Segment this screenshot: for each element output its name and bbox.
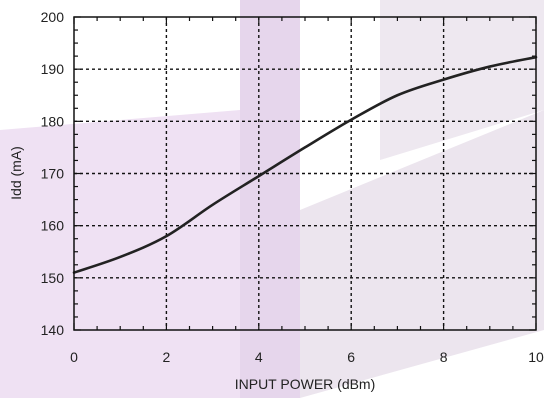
y-tick-label: 200 bbox=[41, 9, 65, 25]
y-tick-label: 150 bbox=[41, 270, 65, 286]
x-axis-label: INPUT POWER (dBm) bbox=[235, 376, 376, 392]
x-tick-label: 2 bbox=[163, 349, 171, 365]
watermark-shape-top bbox=[380, 0, 544, 160]
x-tick-label: 6 bbox=[347, 349, 355, 365]
x-tick-labels: 0 2 4 6 8 10 bbox=[70, 349, 544, 365]
series-line-idd bbox=[72, 55, 538, 274]
y-axis-label: Idd (mA) bbox=[8, 146, 24, 200]
x-tick-label: 4 bbox=[255, 349, 263, 365]
y-tick-label: 190 bbox=[41, 61, 65, 77]
x-tick-label: 8 bbox=[440, 349, 448, 365]
watermark-shape-right bbox=[300, 110, 544, 398]
y-tick-label: 140 bbox=[41, 322, 65, 338]
grid bbox=[74, 17, 536, 330]
y-tick-label: 180 bbox=[41, 113, 65, 129]
series-layer bbox=[72, 55, 538, 274]
y-tick-label: 160 bbox=[41, 218, 65, 234]
x-tick-label: 0 bbox=[70, 349, 78, 365]
y-tick-label: 170 bbox=[41, 166, 65, 182]
y-tick-labels: 140 150 160 170 180 190 200 bbox=[41, 9, 65, 338]
watermark-shape-left bbox=[0, 110, 240, 398]
watermark-shape-mid bbox=[240, 0, 300, 398]
plot-frame bbox=[73, 16, 537, 331]
x-tick-label: 10 bbox=[528, 349, 544, 365]
